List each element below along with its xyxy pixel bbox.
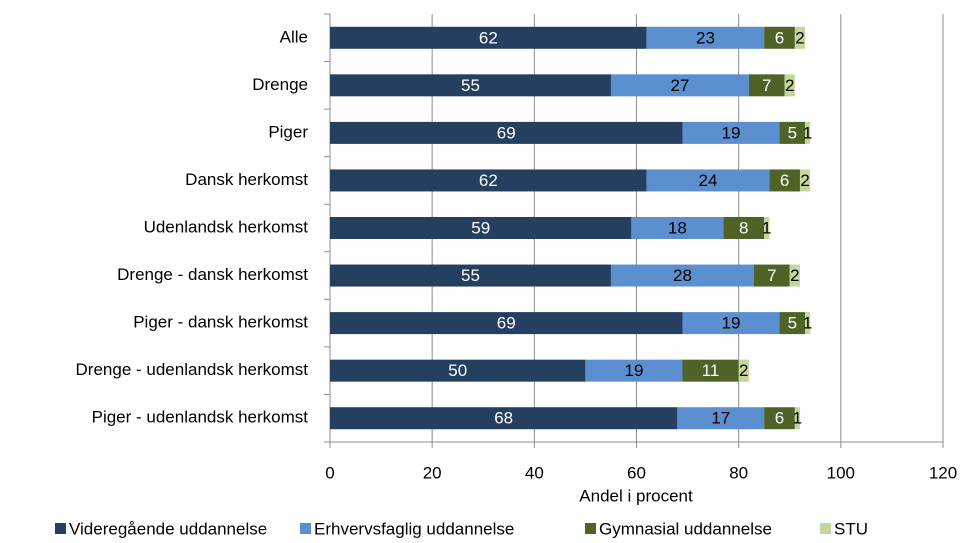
data-label: 2 [795, 28, 804, 47]
data-label: 17 [711, 409, 730, 428]
data-label: 55 [461, 76, 480, 95]
data-label: 1 [803, 314, 812, 333]
x-axis-label: Andel i procent [579, 486, 693, 505]
data-label: 1 [793, 409, 802, 428]
bar-segment [330, 407, 678, 430]
bar-segment [779, 312, 806, 335]
bar-segment [330, 217, 632, 239]
y-tick-label: Dansk herkomst [185, 170, 308, 189]
y-tick-label: Drenge - dansk herkomst [117, 265, 308, 284]
legend-label: Gymnasial uddannelse [599, 519, 772, 538]
bar-segment [682, 121, 780, 144]
data-label: 5 [788, 123, 797, 142]
data-label: 2 [790, 266, 799, 285]
data-label: 28 [673, 266, 692, 285]
bar-segment [723, 217, 765, 239]
data-label: 69 [497, 314, 516, 333]
bar-segment [794, 407, 800, 430]
bar-segment [764, 217, 770, 239]
y-tick-label: Piger [268, 122, 308, 141]
data-label: 19 [722, 123, 741, 142]
data-label: 18 [668, 218, 687, 237]
legend-label: Erhvervsfaglig uddannelse [314, 519, 514, 538]
bar-segment [748, 74, 785, 97]
bar-segment [784, 74, 795, 97]
data-label: 59 [471, 218, 490, 237]
y-tick-label: Drenge - udenlandsk herkomst [76, 360, 309, 379]
y-tick-label: Drenge [252, 75, 308, 94]
x-tick-label: 100 [827, 463, 855, 482]
data-label: 62 [479, 28, 498, 47]
data-label: 8 [739, 218, 748, 237]
bar-segment [799, 169, 811, 192]
data-label: 23 [696, 28, 715, 47]
data-label: 1 [762, 218, 771, 237]
legend-swatch [820, 523, 831, 534]
data-label: 69 [497, 123, 516, 142]
y-tick-label: Udenlandsk herkomst [144, 217, 309, 236]
bar-segment [610, 264, 754, 287]
data-label: 5 [788, 314, 797, 333]
bar-segment [330, 312, 683, 335]
data-label: 55 [461, 266, 480, 285]
data-label: 50 [448, 361, 467, 380]
y-tick-label: Piger - dansk herkomst [133, 313, 308, 332]
legend-label: STU [834, 519, 868, 538]
x-tick-label: 20 [423, 463, 442, 482]
x-tick-label: 80 [729, 463, 748, 482]
data-label: 19 [624, 361, 643, 380]
bar-segment [330, 121, 683, 144]
bar-segment [610, 74, 749, 97]
bar-segment [330, 359, 586, 382]
x-tick-label: 120 [929, 463, 957, 482]
x-tick-label: 0 [325, 463, 334, 482]
x-tick-label: 60 [627, 463, 646, 482]
data-label: 62 [479, 171, 498, 190]
bar-segment [682, 359, 739, 382]
data-label: 68 [494, 409, 513, 428]
data-label: 2 [800, 171, 809, 190]
data-label: 7 [767, 266, 776, 285]
bar-segment [764, 26, 795, 49]
bar-segment [769, 169, 800, 192]
bar-segment [738, 359, 749, 382]
bar-segment [794, 26, 806, 49]
bar-segment [805, 121, 811, 144]
data-label: 2 [785, 76, 794, 95]
legend-swatch [300, 523, 311, 534]
bar-segment [646, 26, 765, 49]
data-label: 2 [739, 361, 748, 380]
x-tick-label: 40 [525, 463, 544, 482]
bar-segment [677, 407, 765, 430]
legend-label: Videregående uddannelse [69, 519, 267, 538]
y-tick-label: Piger - udenlandsk herkomst [92, 408, 309, 427]
bar-segment [330, 169, 647, 192]
bar-segment [682, 312, 780, 335]
bar-segment [753, 264, 790, 287]
data-label: 19 [722, 314, 741, 333]
bar-segment [646, 169, 770, 192]
y-tick-label: Alle [280, 27, 308, 46]
bar-segment [805, 312, 811, 335]
bar-segment [779, 121, 806, 144]
data-label: 6 [775, 409, 784, 428]
bar-segment [330, 74, 611, 97]
data-label: 24 [699, 171, 718, 190]
bar-segment [585, 359, 683, 382]
bar-segment [330, 264, 611, 287]
data-label: 7 [762, 76, 771, 95]
bar-segment [631, 217, 724, 239]
data-label: 11 [702, 361, 720, 380]
legend-swatch [55, 523, 66, 534]
bar-segment [764, 407, 795, 430]
bar-segment [789, 264, 800, 287]
data-label: 6 [780, 171, 789, 190]
bar-segment [330, 26, 647, 49]
legend-swatch [585, 523, 596, 534]
data-label: 6 [775, 28, 784, 47]
data-label: 27 [670, 76, 689, 95]
data-label: 1 [803, 123, 812, 142]
